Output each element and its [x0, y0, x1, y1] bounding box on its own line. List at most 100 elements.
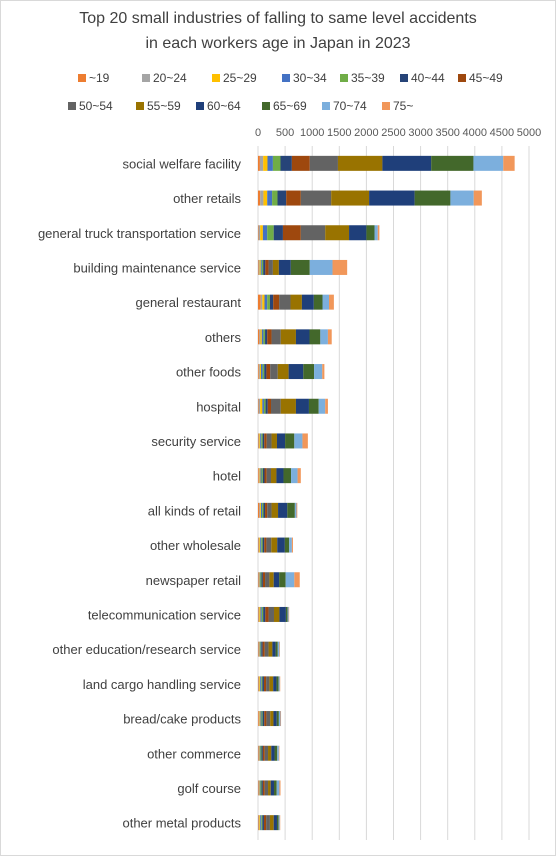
legend-label: 45~49: [469, 71, 503, 85]
bar-segment: [278, 711, 281, 727]
bar-segment: [258, 537, 259, 553]
bar-segment: [264, 641, 269, 657]
bar-segment: [271, 468, 277, 484]
bar-segment: [270, 780, 274, 796]
bar-segment: [272, 259, 279, 275]
bar-segment: [262, 502, 264, 518]
bar-segment: [263, 259, 266, 275]
bar-segment: [259, 711, 261, 727]
bar-segment: [264, 433, 267, 449]
bar-segment: [258, 294, 261, 310]
bar-segment: [261, 468, 263, 484]
bar-segment: [266, 364, 271, 380]
bar-segment: [258, 155, 260, 171]
bar-segment: [294, 572, 300, 588]
legend-item: 70~74: [322, 99, 367, 113]
bar-segment: [300, 190, 332, 206]
legend-swatch: [400, 74, 408, 82]
bar-segment: [258, 711, 259, 727]
bar-segment: [290, 294, 302, 310]
bar-segment: [278, 815, 280, 831]
bar-segment: [377, 225, 380, 241]
bar-segment: [263, 329, 266, 345]
category-label: social welfare facility: [123, 156, 242, 171]
category-label: building maintenance service: [73, 260, 241, 275]
bar-segment: [262, 676, 264, 692]
bar-segment: [258, 606, 260, 622]
bar-segment: [268, 606, 274, 622]
bar-segment: [258, 468, 259, 484]
bar-segment: [267, 190, 273, 206]
bar-segment: [260, 294, 263, 310]
bar-segment: [258, 398, 261, 414]
bar-segment: [268, 259, 273, 275]
x-tick-label: 2500: [381, 127, 405, 139]
category-label: general truck transportation service: [38, 226, 241, 241]
bar-segment: [258, 259, 259, 275]
bar-segment: [258, 433, 260, 449]
bar-segment: [503, 155, 515, 171]
bar-segment: [258, 711, 260, 727]
legend-item: 35~39: [340, 71, 385, 85]
bar-segment: [258, 225, 261, 241]
bar-segment: [262, 780, 265, 796]
bar-segment: [295, 398, 309, 414]
x-tick-label: 4000: [463, 127, 487, 139]
category-label: others: [205, 330, 242, 345]
bar-segment: [267, 225, 274, 241]
bar-segment: [258, 364, 260, 380]
bar-segment: [262, 745, 265, 761]
bar-segment: [277, 537, 285, 553]
bar-segment: [273, 225, 283, 241]
bar-segment: [259, 329, 261, 345]
bar-segment: [273, 780, 277, 796]
bar-segment: [473, 190, 482, 206]
bar-segment: [289, 537, 292, 553]
legend-swatch: [212, 74, 220, 82]
bar-segment: [369, 190, 415, 206]
bar-segment: [263, 190, 268, 206]
bar-segment: [260, 259, 262, 275]
bar-segment: [265, 606, 269, 622]
bar-segment: [280, 711, 282, 727]
bar-segment: [271, 745, 275, 761]
category-label: other education/research service: [52, 642, 241, 657]
category-label: land cargo handling service: [83, 677, 241, 692]
bar-segment: [276, 780, 280, 796]
bar-segment: [272, 641, 276, 657]
bar-segment: [278, 259, 291, 275]
category-label: golf course: [177, 781, 241, 796]
bar-segment: [258, 815, 260, 831]
legend-item: ~19: [78, 71, 109, 85]
bar-segment: [259, 433, 261, 449]
bar-segment: [258, 606, 259, 622]
bar-segment: [266, 537, 272, 553]
bar-segment: [258, 190, 261, 206]
legend-item: 45~49: [458, 71, 503, 85]
bar-segment: [273, 294, 280, 310]
bar-segment: [279, 606, 286, 622]
legend-label: 35~39: [351, 71, 385, 85]
bar-segment: [288, 606, 290, 622]
bar-segment: [261, 572, 263, 588]
category-label: hotel: [213, 469, 241, 484]
category-label: other commerce: [147, 746, 241, 761]
bar-segment: [259, 641, 260, 657]
bar-segment: [273, 676, 277, 692]
bar-segment: [276, 676, 279, 692]
bar-segment: [279, 294, 291, 310]
legend-swatch: [322, 102, 330, 110]
bar-segment: [267, 398, 272, 414]
bar-segment: [300, 225, 326, 241]
bar-segment: [270, 364, 278, 380]
bar-segment: [264, 468, 267, 484]
bar-segment: [332, 259, 348, 275]
chart-title-line-2: in each workers age in Japan in 2023: [145, 35, 411, 52]
bar-segment: [261, 329, 264, 345]
bar-segment: [271, 329, 281, 345]
legend-label: 20~24: [153, 71, 187, 85]
bar-segment: [278, 676, 280, 692]
bar-segment: [260, 329, 262, 345]
x-tick-label: 500: [276, 127, 294, 139]
